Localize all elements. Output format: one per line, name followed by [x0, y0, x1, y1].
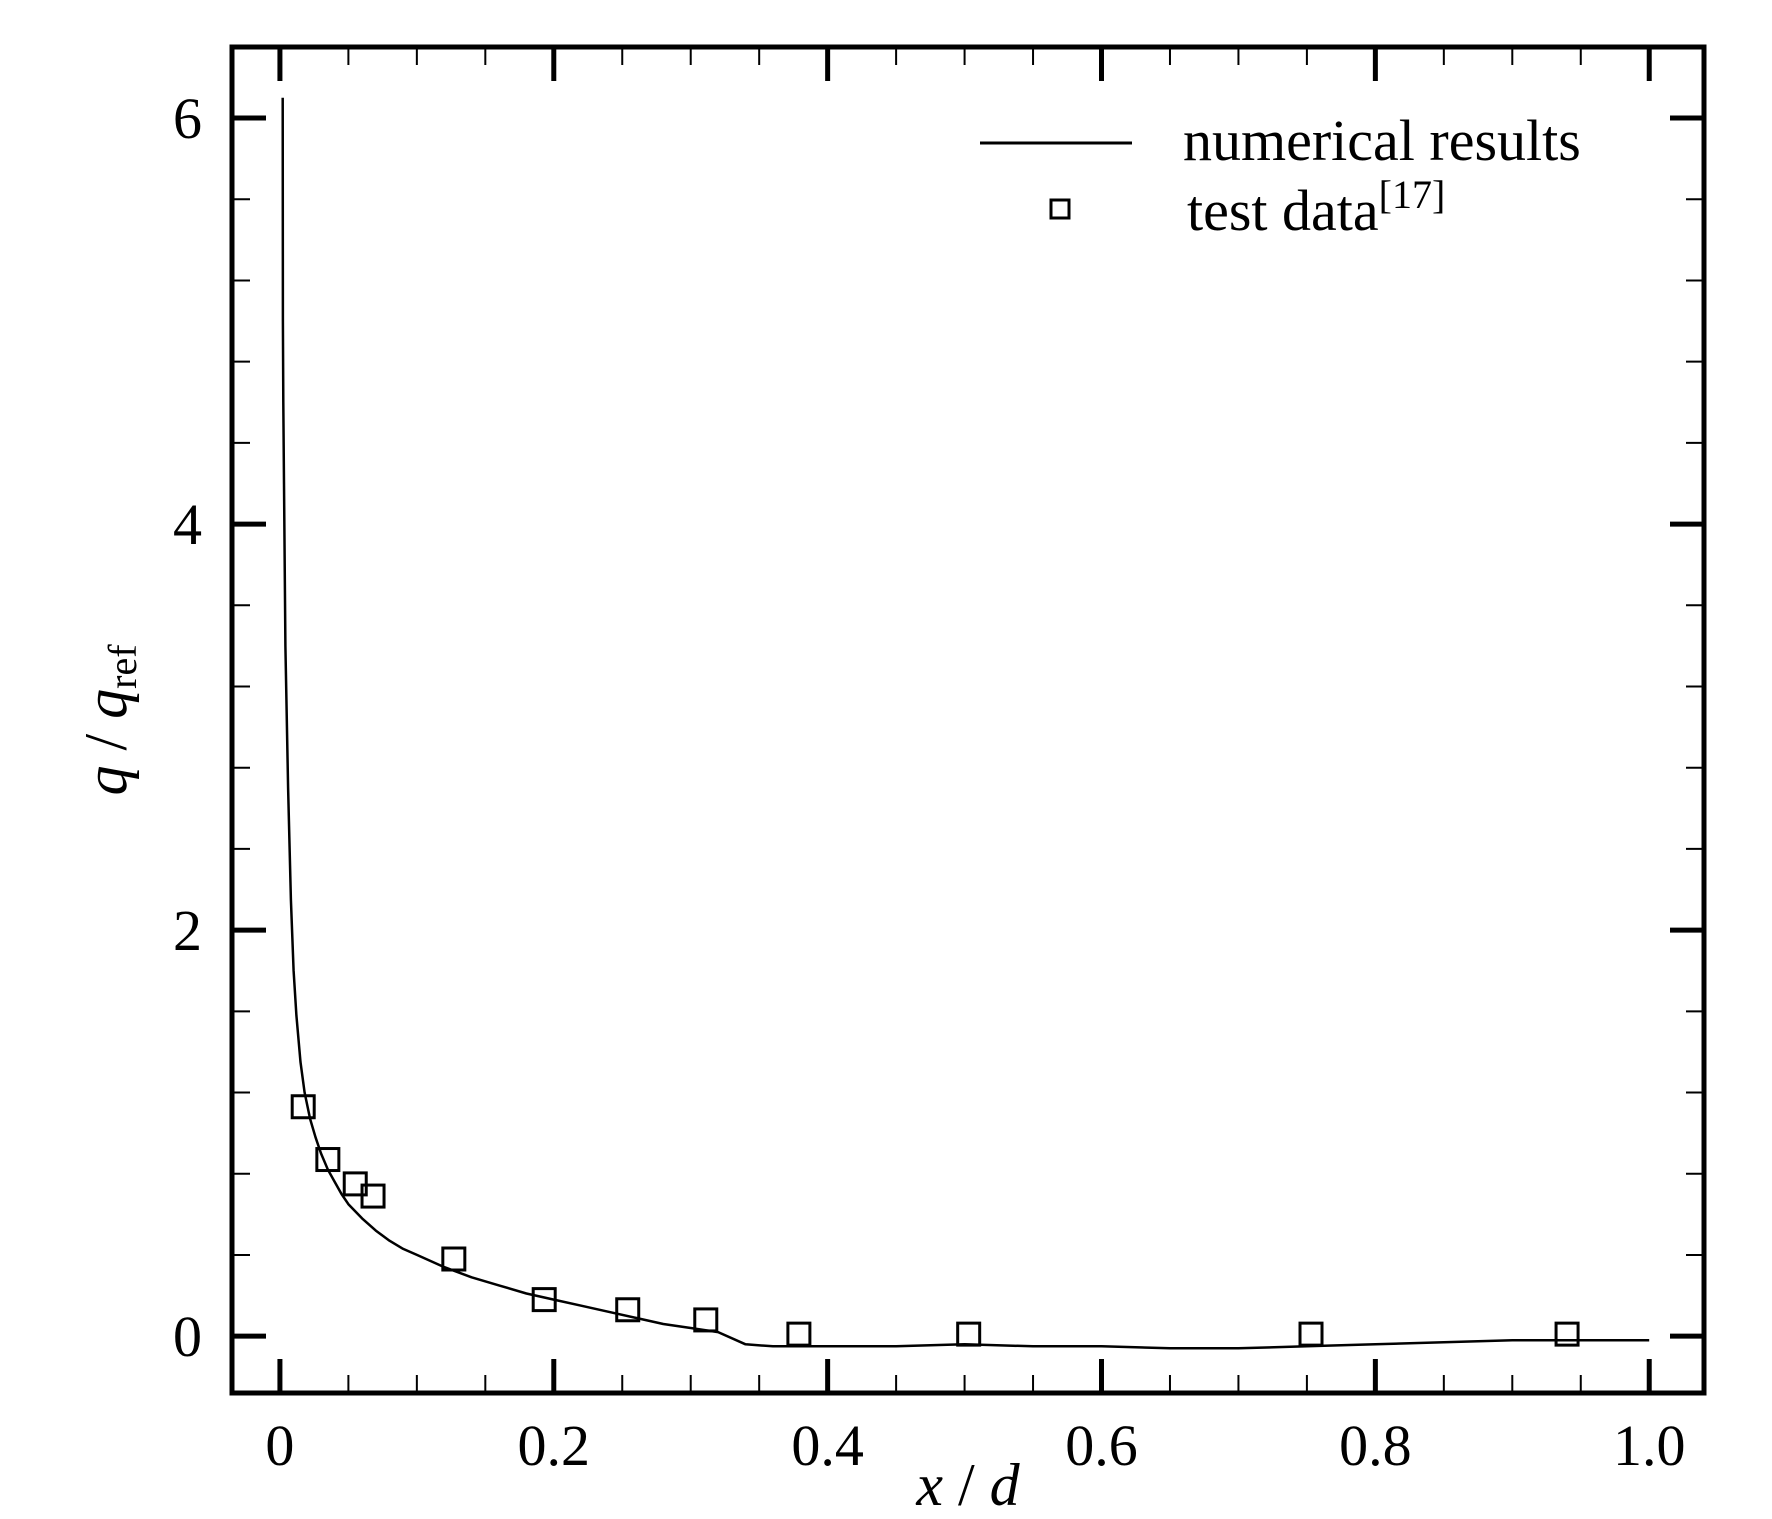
major-ticks [232, 47, 1704, 1393]
data-point-test-data [1554, 1321, 1580, 1347]
y-tick-label: 0 [173, 1304, 202, 1369]
data-point-test-data [693, 1307, 719, 1333]
data-point-test-data [786, 1321, 812, 1347]
series-layer [281, 97, 1650, 1350]
legend: numerical results test data[17] [980, 108, 1581, 243]
data-point-test-data [290, 1094, 316, 1120]
x-axis-label: x / d [915, 1452, 1020, 1518]
x-tick-label: 0.4 [791, 1413, 864, 1478]
data-point-test-data [315, 1147, 341, 1173]
y-tick-label: 2 [173, 898, 202, 963]
legend-square-swatch [1049, 198, 1071, 220]
series-line-numerical-results [281, 97, 1650, 1350]
minor-ticks [232, 47, 1704, 1393]
legend-label-test-data: test data[17] [1187, 172, 1445, 243]
y-tick-label: 6 [173, 86, 202, 151]
x-tick-label: 0.2 [518, 1413, 591, 1478]
x-tick-label: 0.8 [1339, 1413, 1412, 1478]
data-point-test-data [531, 1287, 557, 1313]
x-tick-label: 0.6 [1065, 1413, 1138, 1478]
legend-label-numerical-results: numerical results [1183, 108, 1581, 173]
data-point-test-data [360, 1183, 386, 1209]
tick-labels: 0 0.2 0.4 0.6 0.8 1.0 0 2 4 6 [173, 86, 1685, 1478]
y-axis-label: q / qref [73, 644, 145, 796]
x-tick-label: 1.0 [1613, 1413, 1686, 1478]
data-point-test-data [956, 1321, 982, 1347]
plot-frame [229, 44, 1707, 1396]
data-point-test-data [441, 1246, 467, 1272]
data-point-test-data [615, 1297, 641, 1323]
x-tick-label: 0 [265, 1413, 294, 1478]
y-tick-label: 4 [173, 492, 202, 557]
marker-layer [290, 1094, 1580, 1347]
data-point-test-data [1298, 1321, 1324, 1347]
